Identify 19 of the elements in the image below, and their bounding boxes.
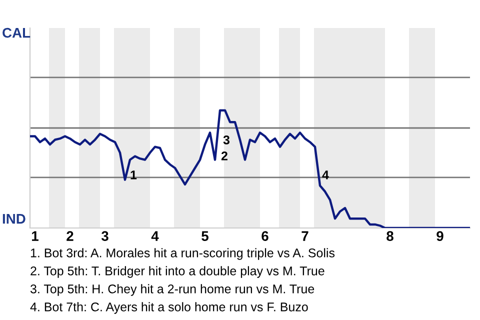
annotation: 2	[221, 152, 228, 160]
text: 3. Top 5th: H. Chey hit a 2-run home run vs M. True	[30, 284, 314, 296]
annotation: 4	[322, 170, 329, 180]
text: IND	[2, 214, 26, 224]
text: 1. Bot 3rd: A. Morales hit a run-scoring triple vs A. Solis	[30, 248, 335, 260]
x-tick-label: 7	[302, 231, 308, 241]
x-tick-label: 9	[436, 231, 444, 241]
annotation: 1	[130, 170, 137, 180]
annotation: 3	[223, 136, 230, 144]
x-tick-label: 5	[202, 231, 208, 241]
text: 4. Bot 7th: C. Ayers hit a solo home run vs F. Buzo	[30, 302, 308, 314]
text: 2. Top 5th: T. Bridger hit into a double play vs M. True	[30, 266, 324, 278]
x-tick-label: 2	[66, 231, 74, 241]
x-tick-label: 8	[386, 231, 394, 241]
x-tick-label: 4	[151, 231, 159, 241]
x-tick-label: 3	[101, 231, 108, 241]
x-tick-label: 1	[32, 231, 38, 241]
x-tick-label: 6	[262, 231, 268, 241]
text: CAL	[2, 28, 30, 38]
